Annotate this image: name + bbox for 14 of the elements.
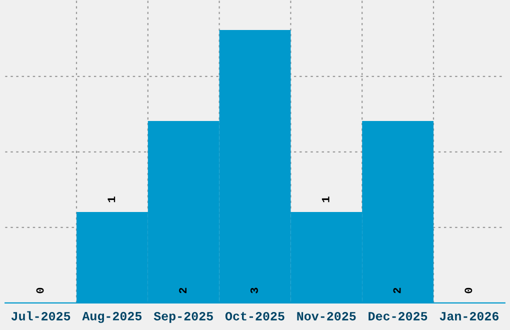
data-label: 1 xyxy=(322,196,330,202)
x-tick-label: Oct-2025 xyxy=(225,312,284,320)
data-label: 3 xyxy=(250,288,258,294)
x-tick-label: Dec-2025 xyxy=(368,312,428,320)
x-tick-label: Aug-2025 xyxy=(82,312,142,323)
x-tick-label: Nov-2025 xyxy=(297,312,356,320)
x-tick-label: Sep-2025 xyxy=(154,312,213,323)
data-label: 2 xyxy=(179,288,186,294)
x-tick-label: Jul-2025 xyxy=(11,311,70,320)
x-tick-label: Jan-2026 xyxy=(440,312,499,320)
data-label: 0 xyxy=(36,288,44,294)
data-label: 0 xyxy=(464,288,472,294)
data-label: 1 xyxy=(108,196,116,202)
data-label: 2 xyxy=(393,288,401,294)
